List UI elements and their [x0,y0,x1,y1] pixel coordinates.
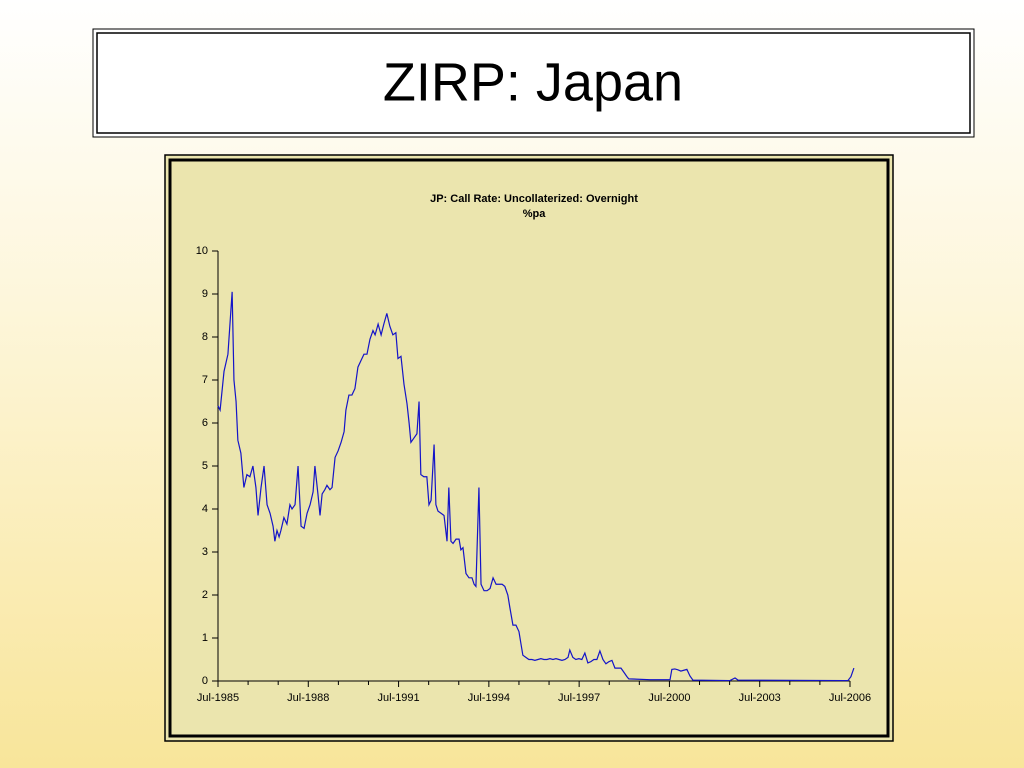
y-tick-label: 5 [202,460,208,472]
x-tick-label: Jul-1991 [377,692,419,704]
x-tick-label: Jul-2006 [829,692,871,704]
chart-frame-inner [168,158,890,738]
y-tick-label: 0 [202,675,208,687]
x-tick-label: Jul-2000 [648,692,690,704]
title-box-inner [96,32,971,134]
slide-title: ZIRP: Japan [383,52,683,112]
chart-subtitle: %pa [523,208,547,220]
y-tick-label: 1 [202,632,208,644]
y-tick-label: 6 [202,417,208,429]
data-line [217,291,855,682]
y-tick-label: 4 [202,503,208,515]
y-tick-label: 8 [202,331,208,343]
chart-title: JP: Call Rate: Uncollaterized: Overnight [430,193,638,205]
x-tick-label: Jul-1997 [558,692,600,704]
x-tick-label: Jul-1994 [468,692,510,704]
y-tick-label: 9 [202,288,208,300]
y-tick-label: 3 [202,546,208,558]
x-tick-label: Jul-1988 [287,692,329,704]
y-tick-label: 10 [196,245,208,257]
y-tick-label: 7 [202,374,208,386]
x-tick-label: Jul-1985 [197,692,239,704]
x-tick-label: Jul-2003 [739,692,781,704]
y-tick-label: 2 [202,589,208,601]
